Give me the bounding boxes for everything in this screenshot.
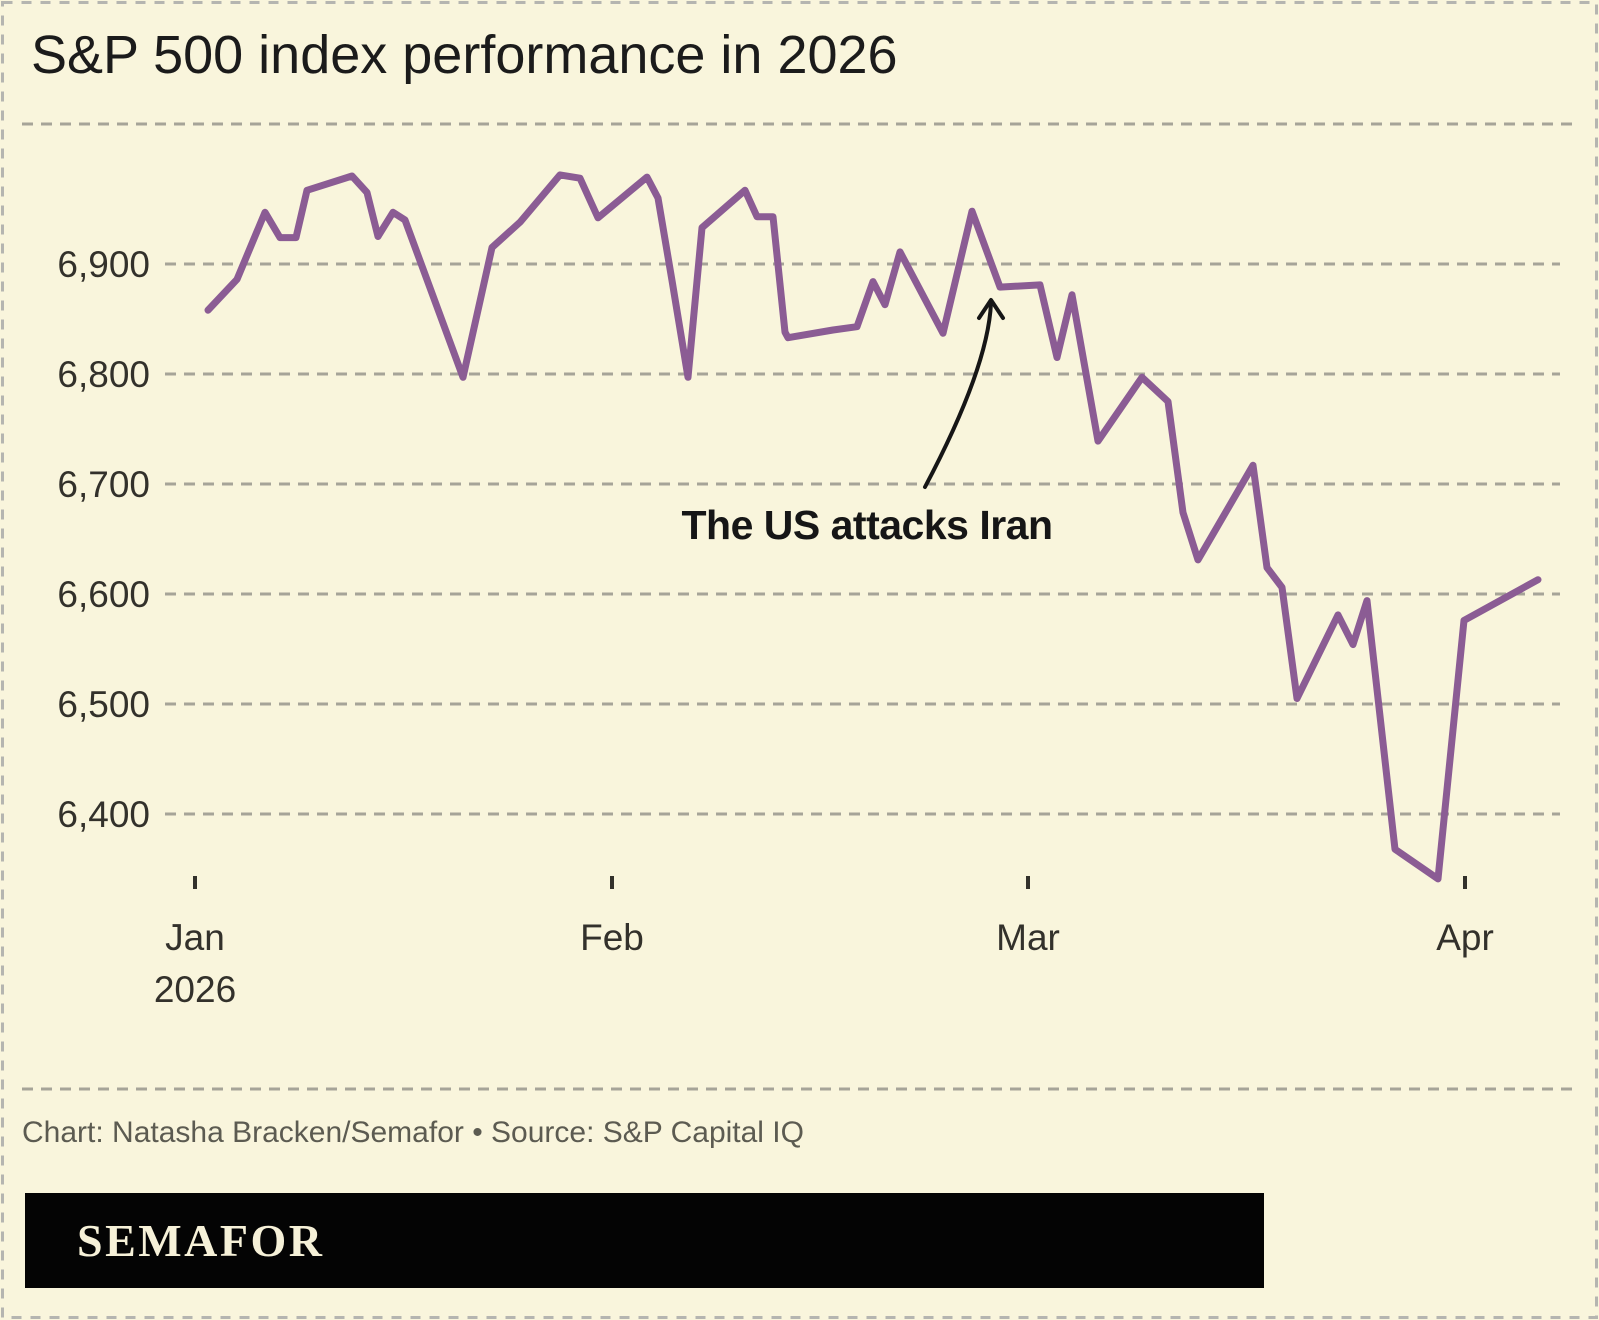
y-tick-label: 6,400 [57,794,150,835]
annotation-text: The US attacks Iran [681,502,1052,548]
semafor-wordmark: SEMAFOR [77,1215,325,1266]
sp500-line [204,171,1542,883]
x-tick-label: Feb [580,917,644,958]
chart-credit-source: Chart: Natasha Bracken/Semafor • Source:… [22,1116,804,1149]
annotation-arrow [923,301,993,489]
x-tick-label: Mar [996,917,1060,958]
chart-title: S&P 500 index performance in 2026 [31,25,898,85]
x-tick-label: Jan [165,917,225,958]
y-tick-label: 6,800 [57,354,150,395]
x-tick-sublabel: 2026 [154,969,236,1010]
y-tick-label: 6,900 [57,244,150,285]
x-tick-mark [610,876,614,889]
y-tick-label: 6,700 [57,464,150,505]
semafor-logo-bar: SEMAFOR [25,1193,1264,1288]
x-tick-label: Apr [1436,917,1494,958]
y-tick-label: 6,500 [57,684,150,725]
annotation-arrowhead-icon [977,298,1005,320]
y-tick-label: 6,600 [57,574,150,615]
x-tick-mark [1463,876,1467,889]
x-tick-mark [1026,876,1030,889]
x-tick-mark [193,876,197,889]
